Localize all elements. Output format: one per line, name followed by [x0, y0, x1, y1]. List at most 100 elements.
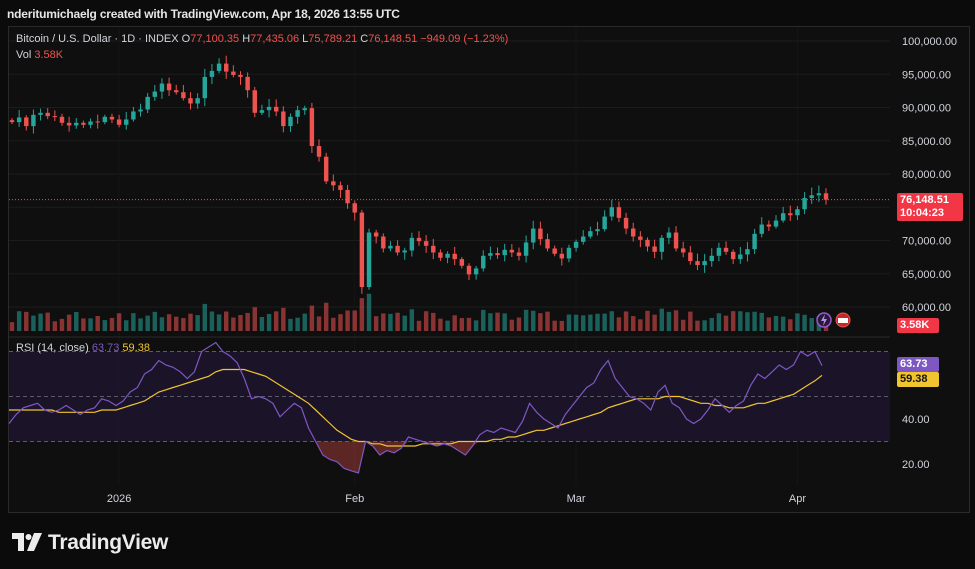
volume-bar — [316, 316, 322, 331]
volume-value: 3.58K — [34, 49, 64, 61]
candle-body — [323, 156, 329, 182]
candle-body — [352, 203, 357, 213]
candle-body — [666, 232, 672, 238]
candle-body — [9, 120, 15, 123]
volume-bar — [281, 307, 286, 331]
candle-body — [609, 207, 615, 217]
candle-body — [431, 245, 436, 253]
price-axis: 100,000.00 95,000.00 90,000.00 85,000.00 80,… — [902, 36, 957, 314]
brand-name[interactable]: TradingView — [48, 531, 169, 554]
volume-bar — [309, 305, 315, 331]
volume-bar — [452, 315, 457, 331]
volume-bar — [388, 313, 393, 331]
candle-body — [659, 237, 664, 252]
candle-body — [31, 114, 36, 127]
volume-bar — [495, 312, 500, 331]
volume-bar — [288, 318, 293, 331]
volume-bar — [431, 312, 436, 331]
candle-body — [466, 265, 472, 275]
volume-bar — [395, 312, 400, 331]
candle-body — [502, 249, 507, 256]
candle-body — [523, 242, 529, 256]
volume-bar — [788, 319, 793, 331]
candle-body — [124, 119, 129, 125]
volume-bar — [352, 310, 357, 331]
volume-bar — [709, 317, 714, 331]
volume-bar — [116, 313, 122, 331]
candle-body — [816, 193, 822, 196]
volume-bar — [209, 311, 215, 331]
candle-body — [409, 237, 415, 251]
volume-label: Vol — [16, 49, 32, 61]
candle-body — [538, 228, 543, 240]
volume-bar — [723, 315, 729, 331]
rsi-tick-label: 40.00 — [902, 414, 930, 426]
volume-bar — [9, 322, 15, 331]
open-label: O — [181, 33, 191, 45]
volume-bar — [531, 310, 536, 331]
candle-body — [495, 253, 500, 256]
rsi-ma-line — [9, 368, 823, 447]
candle-body — [59, 116, 65, 123]
candle-body — [131, 111, 136, 120]
candle-body — [702, 261, 707, 266]
volume-bar — [259, 316, 265, 331]
tradingview-logo-icon — [12, 533, 42, 551]
credit-text: nderitumichaelg created with TradingView… — [7, 7, 400, 21]
volume-bar — [102, 320, 108, 331]
volume-bar — [609, 311, 615, 331]
rsi-pane: 40.00 20.00 — [8, 312, 930, 474]
candle-body — [645, 239, 650, 247]
volume-bar — [145, 315, 150, 331]
candle-body — [402, 250, 407, 253]
candle-body — [74, 122, 79, 126]
candle-body — [795, 209, 800, 216]
candle-body — [730, 251, 736, 260]
volume-bar — [302, 313, 307, 331]
volume-bar — [216, 314, 222, 331]
candle-body — [302, 108, 307, 111]
candle-body — [273, 106, 279, 112]
volume-bar — [623, 311, 629, 331]
candle-body — [459, 259, 465, 266]
candle-body — [759, 224, 764, 234]
candle-body — [238, 74, 243, 77]
candle-body — [695, 261, 700, 266]
candle-body — [38, 112, 43, 115]
high-value: 77,435.06 — [250, 33, 300, 45]
volume-bar — [545, 311, 550, 331]
candle-body — [202, 76, 208, 99]
volume-bar — [331, 317, 336, 331]
candle-body — [552, 248, 557, 254]
low-label: L — [302, 33, 309, 45]
volume-bar — [445, 320, 450, 331]
candle-body — [16, 117, 22, 123]
last-price-tag: 76,148.51 10:04:23 — [897, 193, 963, 221]
volume-bar — [773, 316, 779, 331]
candle-body — [559, 253, 565, 259]
candle-body — [423, 241, 429, 246]
price-tick-label: 80,000.00 — [902, 169, 951, 181]
candle-body — [266, 106, 272, 111]
volume-bar — [780, 316, 786, 331]
volume-bar — [59, 318, 65, 331]
candles — [9, 55, 829, 294]
volume-bar — [202, 303, 208, 331]
rsi-label: RSI (14, close) — [16, 342, 89, 354]
footer — [0, 514, 975, 569]
volume-bar — [638, 319, 643, 331]
volume-bar — [52, 321, 58, 331]
candle-body — [445, 253, 450, 258]
candle-body — [680, 248, 686, 253]
candle-body — [573, 241, 579, 248]
candle-body — [388, 245, 393, 249]
candle-body — [630, 228, 636, 237]
volume-bar — [245, 312, 250, 331]
volume-bar — [181, 318, 186, 331]
candle-body — [438, 252, 443, 258]
candle-body — [188, 98, 193, 104]
volume-bar — [581, 315, 586, 331]
candle-body — [159, 83, 165, 92]
rsi-legend: RSI (14, close) 63.73 59.38 — [16, 342, 150, 354]
